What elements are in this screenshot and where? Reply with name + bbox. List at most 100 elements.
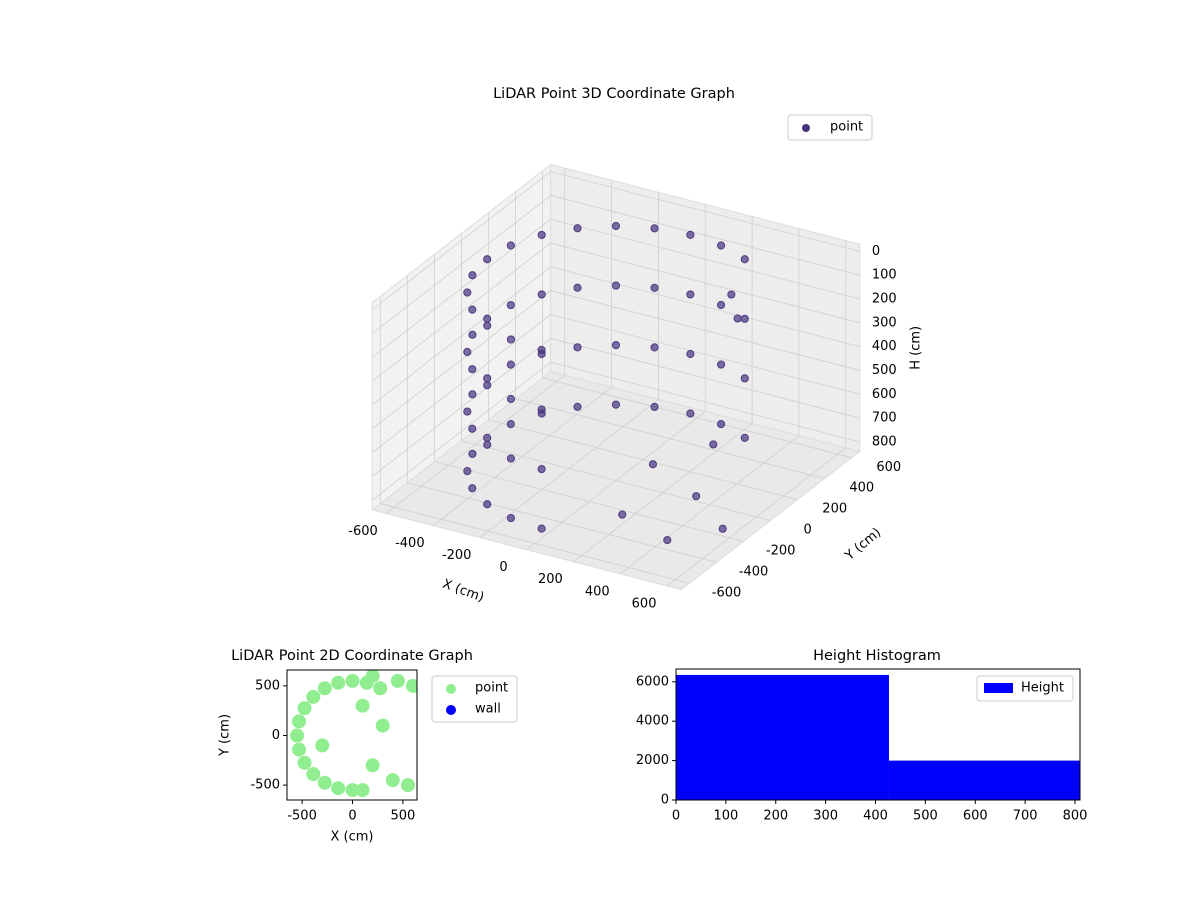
bar xyxy=(676,674,889,800)
point xyxy=(650,402,659,412)
point xyxy=(709,440,718,449)
grid-line xyxy=(371,195,551,334)
point xyxy=(650,283,659,292)
z-tick-label: 500 xyxy=(872,363,897,378)
point xyxy=(468,305,477,314)
x-tick-label: 0 xyxy=(499,560,507,575)
chart-title: LiDAR Point 2D Coordinate Graph xyxy=(231,648,473,664)
point xyxy=(385,773,400,788)
point xyxy=(468,271,477,280)
grid-line xyxy=(371,337,551,477)
point xyxy=(317,775,332,790)
point xyxy=(727,290,736,299)
point xyxy=(663,536,672,545)
point xyxy=(740,433,749,442)
point xyxy=(483,440,492,449)
point xyxy=(506,241,515,250)
point xyxy=(291,714,306,729)
point xyxy=(740,314,749,323)
y-tick-label: -200 xyxy=(766,543,796,558)
point xyxy=(506,360,515,369)
grid-line xyxy=(550,314,860,395)
point xyxy=(573,343,582,352)
point xyxy=(740,374,749,383)
point xyxy=(468,424,477,433)
point xyxy=(506,335,516,344)
point xyxy=(716,419,726,429)
grid-line xyxy=(371,361,551,501)
x-tick-label: 500 xyxy=(390,809,415,824)
x-tick-label: -600 xyxy=(348,524,378,539)
bar xyxy=(888,760,1080,800)
x-tick-label: 200 xyxy=(538,572,563,587)
point xyxy=(463,407,472,416)
point xyxy=(537,524,546,533)
grid-line xyxy=(550,218,860,300)
z-tick-label: 200 xyxy=(872,291,897,306)
point xyxy=(483,321,492,330)
point xyxy=(331,675,346,690)
y-tick-label: 6000 xyxy=(636,674,669,689)
z-tick-label: 0 xyxy=(872,244,880,259)
grid-line xyxy=(488,419,798,500)
point xyxy=(506,513,516,523)
point xyxy=(611,221,621,231)
x-tick-label: 600 xyxy=(963,809,988,824)
point xyxy=(373,681,388,696)
grid-line xyxy=(542,377,852,459)
point xyxy=(686,230,695,240)
y-tick-label: 600 xyxy=(876,460,901,475)
point xyxy=(317,681,332,696)
point xyxy=(463,347,472,357)
y-tick-label: -400 xyxy=(739,564,769,579)
x-tick-label: 800 xyxy=(1063,809,1088,824)
point xyxy=(365,670,380,683)
legend-marker xyxy=(446,684,456,694)
point xyxy=(345,783,360,798)
grid-line xyxy=(550,195,860,276)
point xyxy=(375,718,390,733)
x-tick-label: 700 xyxy=(1013,809,1038,824)
grid-line xyxy=(550,337,860,419)
point xyxy=(611,400,621,409)
grid-line xyxy=(371,171,551,311)
grid-line xyxy=(434,461,744,542)
x-tick-label: -500 xyxy=(287,809,317,824)
grid-line xyxy=(550,361,860,443)
grid-line xyxy=(550,266,860,348)
point xyxy=(463,288,472,297)
x-tick-label: 500 xyxy=(913,809,938,824)
point xyxy=(306,767,321,782)
x-tick-label: 400 xyxy=(585,584,610,599)
point xyxy=(463,466,472,476)
x-tick-label: 0 xyxy=(672,809,680,824)
point xyxy=(355,783,370,798)
point xyxy=(686,290,695,299)
grid-line xyxy=(371,314,551,453)
point xyxy=(365,758,380,773)
point xyxy=(355,698,370,713)
point xyxy=(537,290,546,299)
point xyxy=(740,255,749,264)
legend-label: point xyxy=(475,681,508,696)
chart-title: LiDAR Point 3D Coordinate Graph xyxy=(493,86,735,102)
point xyxy=(291,742,306,757)
point xyxy=(400,778,415,793)
y-tick-label: 500 xyxy=(255,678,280,693)
grid-line xyxy=(371,266,551,406)
point xyxy=(618,510,627,519)
grid-line xyxy=(550,242,860,324)
point xyxy=(537,405,546,414)
y-tick-label: -600 xyxy=(712,585,742,600)
point xyxy=(506,420,515,429)
point xyxy=(468,330,477,339)
x-tick-label: -200 xyxy=(442,548,472,563)
point xyxy=(483,381,492,390)
point xyxy=(573,402,582,411)
y-tick-label: -500 xyxy=(250,778,280,793)
point xyxy=(716,300,726,310)
legend-label: wall xyxy=(475,702,501,717)
x-tick-label: 600 xyxy=(632,596,657,611)
y-tick-label: 200 xyxy=(822,502,847,517)
y-tick-label: 0 xyxy=(272,728,280,743)
